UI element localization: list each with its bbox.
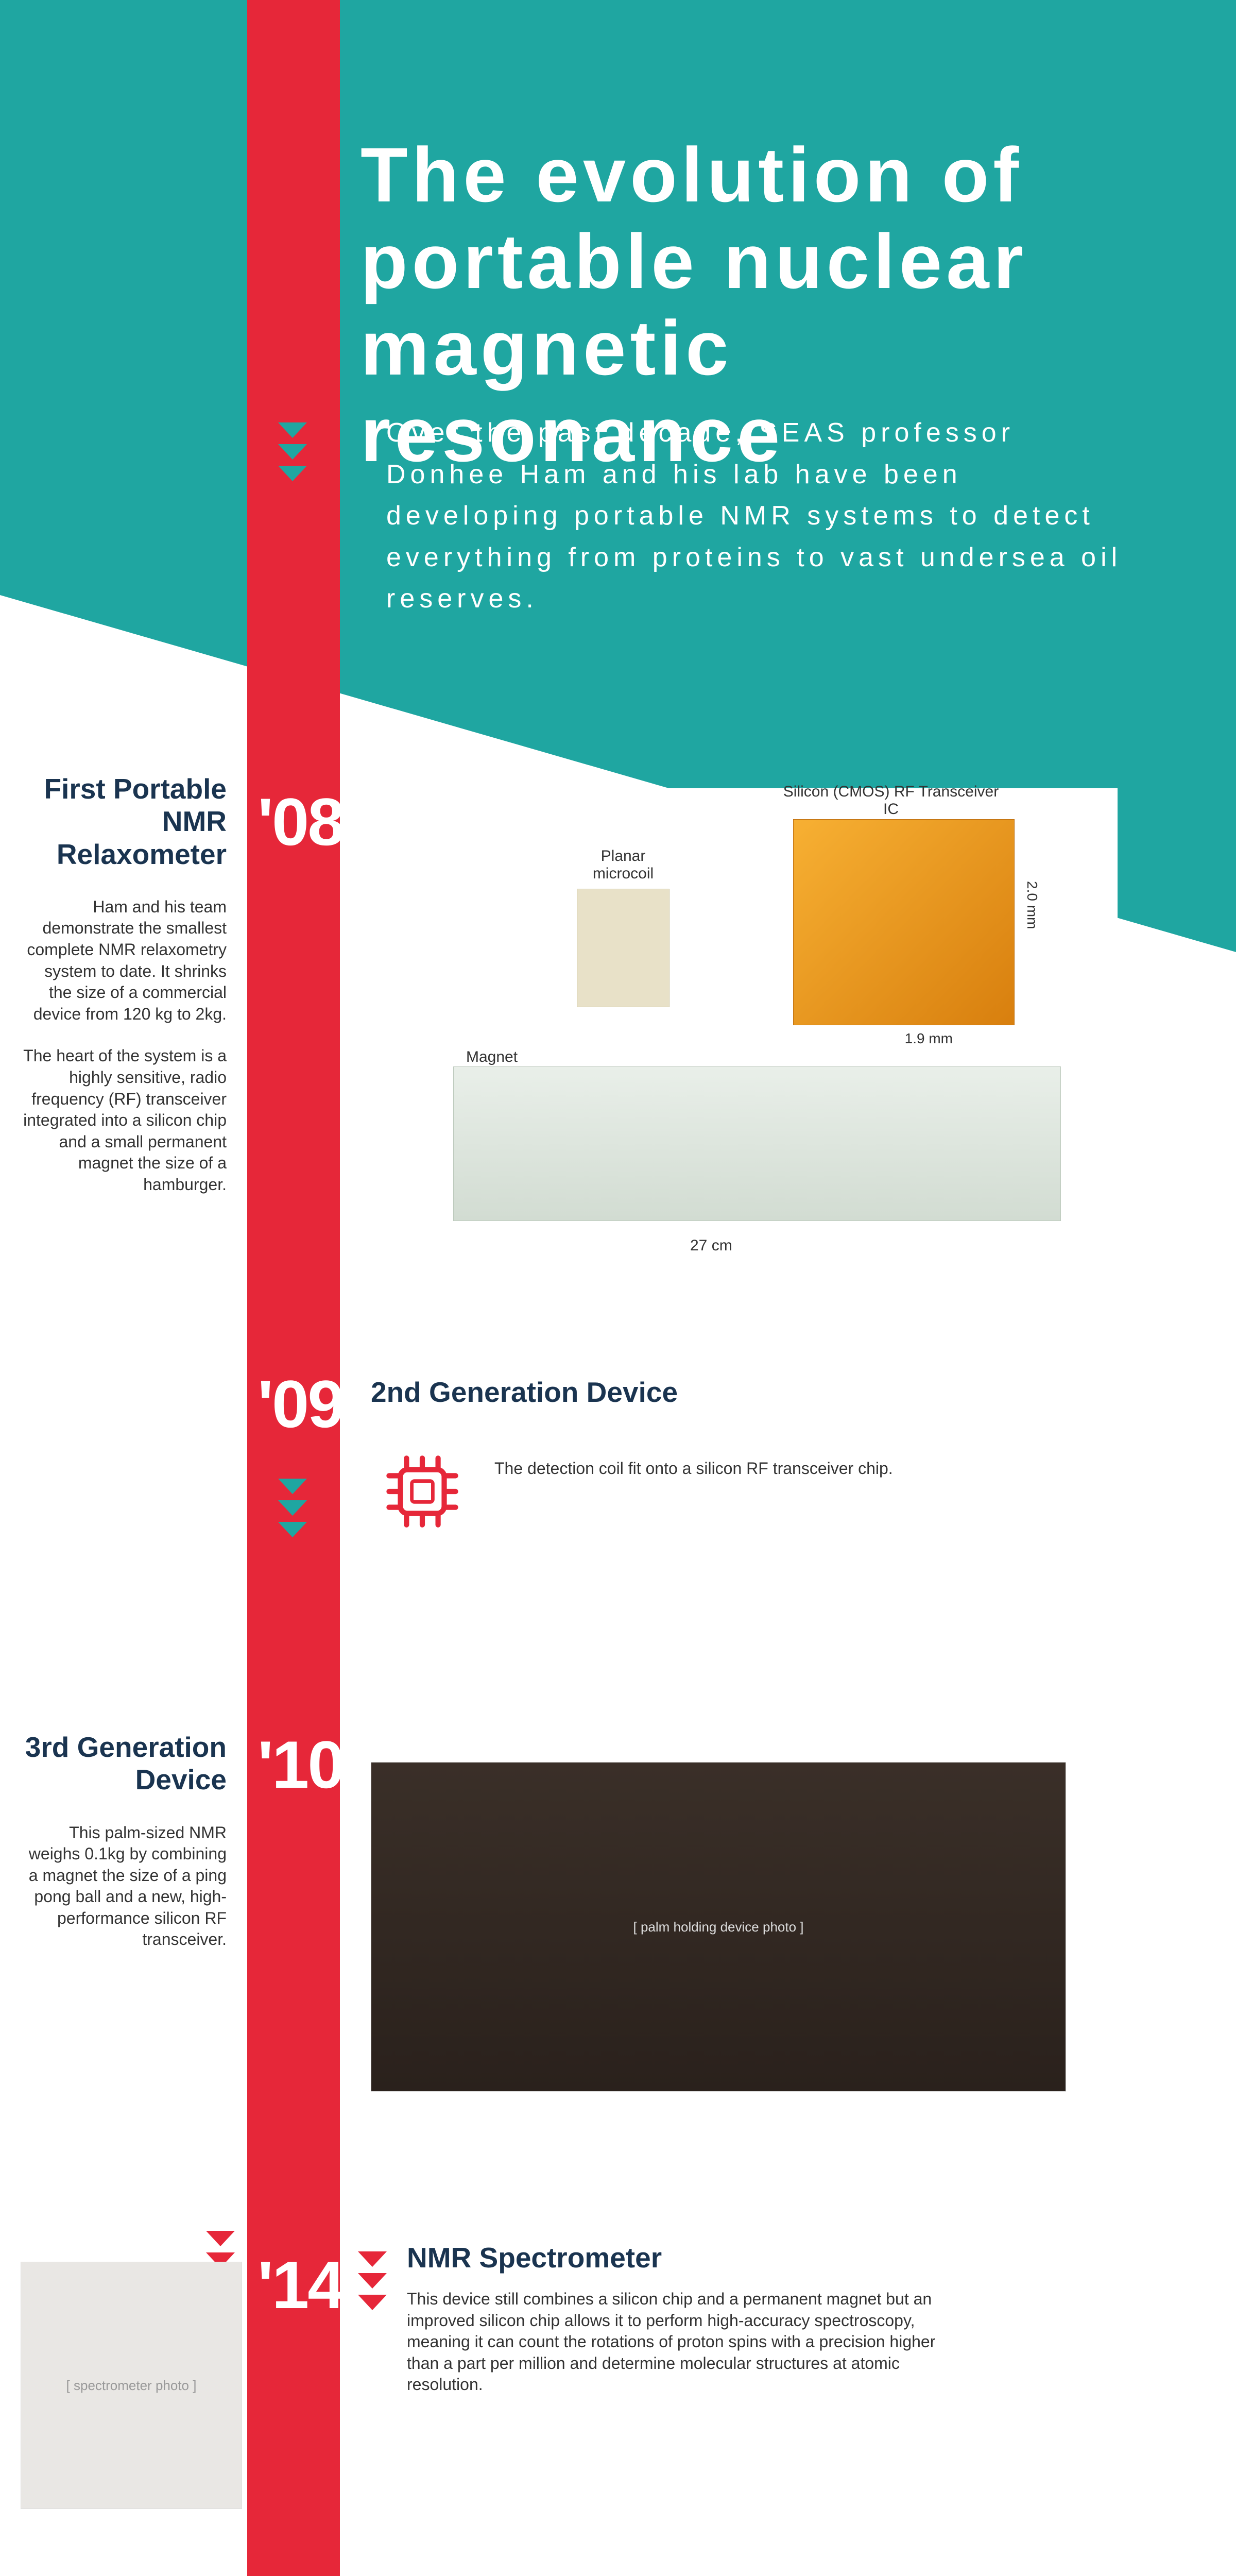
body-2014: This device still combines a silicon chi… — [407, 2289, 953, 2396]
image-2008: Silicon (CMOS) RF Transceiver IC 1.9 mm … — [422, 788, 1118, 1252]
label-magnet: Magnet — [466, 1048, 518, 1066]
label-transceiver: Silicon (CMOS) RF Transceiver IC — [783, 783, 999, 818]
title-2014: NMR Spectrometer — [407, 2241, 1164, 2274]
block-2010-left: 3rd Generation Device This palm-sized NM… — [21, 1731, 227, 1951]
microcoil-placeholder — [577, 889, 670, 1007]
block-2014-right: NMR Spectrometer This device still combi… — [407, 2241, 1164, 2396]
timeline-bar — [247, 0, 340, 2576]
year-2010: '10 — [258, 1726, 344, 1803]
image-2014-caption: [ spectrometer photo ] — [66, 2378, 197, 2394]
title-2010: 3rd Generation Device — [21, 1731, 227, 1797]
body-2009: The detection coil fit onto a silicon RF… — [494, 1458, 958, 1480]
chip-height-label: 2.0 mm — [1024, 881, 1040, 929]
block-2008-left: First Portable NMR Relaxometer Ham and h… — [21, 773, 227, 1195]
body-2008-p2: The heart of the system is a highly sens… — [21, 1045, 227, 1195]
chip-width-label: 1.9 mm — [905, 1030, 953, 1047]
chip-placeholder — [793, 819, 1015, 1025]
body-2008: Ham and his team demonstrate the smalles… — [21, 896, 227, 1196]
title-2009: 2nd Generation Device — [371, 1376, 1174, 1409]
body-2010-p: This palm-sized NMR weighs 0.1kg by comb… — [21, 1822, 227, 1951]
block-2009-right: 2nd Generation Device — [371, 1376, 1174, 1423]
label-27cm: 27 cm — [690, 1237, 732, 1255]
header-subtitle: Over the past decade, SEAS professor Don… — [386, 412, 1133, 620]
body-2008-p1: Ham and his team demonstrate the smalles… — [21, 896, 227, 1025]
year-2008: '08 — [258, 783, 344, 860]
chip-icon — [379, 1448, 466, 1535]
label-microcoil: Planar microcoil — [572, 848, 675, 883]
body-2010: This palm-sized NMR weighs 0.1kg by comb… — [21, 1822, 227, 1951]
body-2009-wrap: The detection coil fit onto a silicon RF… — [494, 1458, 1174, 1480]
chevrons-09-icon — [278, 1479, 307, 1537]
image-2010: [ palm holding device photo ] — [371, 1762, 1066, 2092]
year-2009: '09 — [258, 1365, 344, 1443]
title-2008: First Portable NMR Relaxometer — [21, 773, 227, 871]
image-2010-caption: [ palm holding device photo ] — [633, 1919, 804, 1935]
board-placeholder — [453, 1066, 1061, 1221]
year-2014: '14 — [258, 2246, 344, 2324]
infographic-container: The evolution of portable nuclear magnet… — [0, 0, 1236, 2576]
chevrons-header-icon — [278, 422, 307, 481]
chevrons-14-right-icon — [358, 2251, 387, 2310]
image-2014: [ spectrometer photo ] — [21, 2262, 242, 2509]
